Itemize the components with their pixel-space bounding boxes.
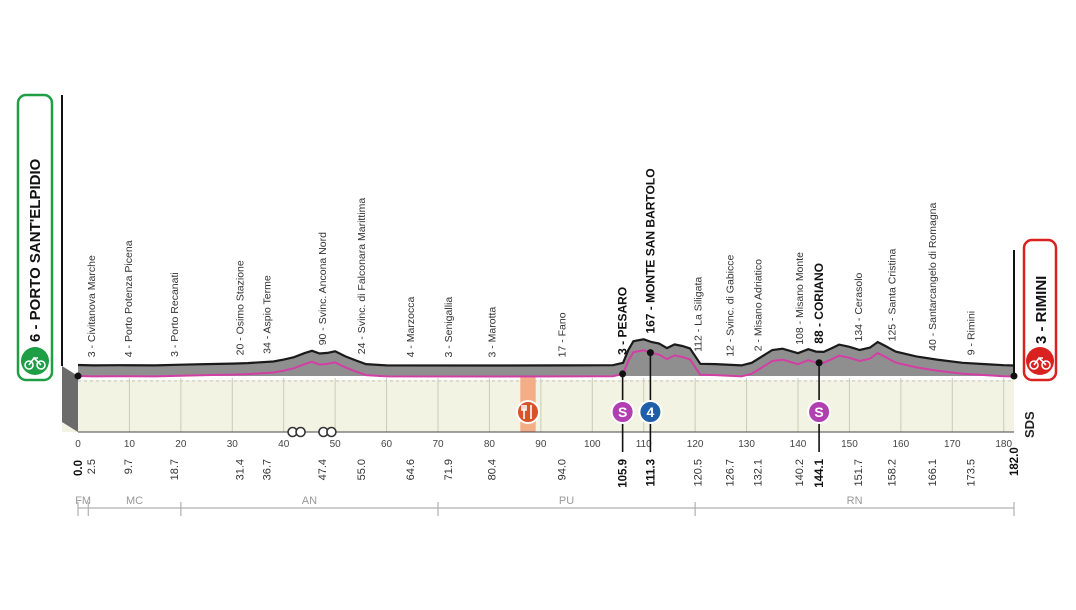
waypoint-label: 125 - Santa Cristina — [887, 248, 899, 341]
waypoint-distance: 18.7 — [169, 459, 181, 480]
waypoint-label: 112 - La Siligata — [693, 277, 705, 352]
finish-dot — [1011, 373, 1018, 380]
km-tick-label: 150 — [841, 439, 858, 450]
marker-point — [619, 370, 626, 377]
km-tick-label: 170 — [944, 439, 961, 450]
waypoint-distance: 36.7 — [262, 459, 274, 480]
waypoint-distance: 144.1 — [814, 458, 826, 487]
waypoint-label: 3 - Senigallia — [443, 297, 455, 358]
km-tick-label: 90 — [535, 439, 547, 450]
waypoint-label: 12 - Svinc. di Gabicce — [725, 255, 737, 357]
waypoint-distance: 173.5 — [965, 459, 977, 487]
waypoint-label: 3 - PESARO — [616, 287, 630, 355]
waypoint-distance: 80.4 — [487, 459, 499, 480]
km-tick-label: 0 — [75, 439, 81, 450]
waypoint-distance: 158.2 — [887, 459, 899, 487]
region-label: AN — [302, 495, 317, 507]
waypoint-label: 167 - MONTE SAN BARTOLO — [643, 168, 657, 333]
km-tick-labels: 0 10 20 30 40 50 60 70 80 90 100 110 120 130 140 150 160… — [75, 439, 1012, 450]
km-tick-label: 140 — [790, 439, 807, 450]
tunnel-icon — [296, 428, 305, 437]
waypoint-label: 2 - Misano Adriatico — [752, 259, 764, 351]
waypoint-label: 108 - Misano Monte — [794, 252, 806, 345]
km-tick-label: 20 — [175, 439, 187, 450]
finish-label: 3 - RIMINI — [1033, 276, 1050, 344]
start-badge: 6 - PORTO SANT'ELPIDIO — [18, 95, 52, 380]
waypoint-distance: 94.0 — [556, 459, 568, 480]
start-label: 6 - PORTO SANT'ELPIDIO — [27, 158, 44, 342]
waypoint-distance: 120.5 — [693, 459, 705, 487]
waypoint-label: 24 - Svinc. di Falconara Marittima — [356, 198, 368, 355]
waypoint-distance: 47.4 — [317, 459, 329, 480]
sprint-marker-glyph: S — [618, 404, 627, 420]
waypoint-distance: 64.6 — [405, 459, 417, 480]
waypoint-labels: 3 - Civitanova Marche 4 - Porto Potenza P… — [86, 168, 977, 357]
waypoint-distance: 105.9 — [618, 459, 630, 488]
waypoint-distance: 151.7 — [853, 459, 865, 487]
waypoint-label: 3 - Marotta — [487, 307, 499, 358]
waypoint-distance: 166.1 — [927, 459, 939, 487]
region-label: MC — [126, 495, 143, 507]
feed-zone-icon — [517, 401, 539, 423]
waypoint-label: 3 - Civitanova Marche — [86, 255, 98, 357]
waypoint-distance: 31.4 — [235, 459, 247, 480]
km-tick-label: 50 — [330, 439, 342, 450]
waypoint-distances: 2.5 9.7 18.7 31.4 36.7 47.4 55.0 64.6 71.9 80.4 94… — [86, 458, 977, 487]
waypoint-distance: 140.2 — [794, 459, 806, 487]
km-tick-label: 120 — [687, 439, 704, 450]
waypoint-label: 88 - CORIANO — [812, 263, 826, 344]
km-tick-label: 70 — [432, 439, 444, 450]
waypoint-label: 40 - Santarcangelo di Romagna — [927, 202, 939, 350]
km-tick-label: 40 — [278, 439, 290, 450]
waypoint-label: 34 - Aspio Terme — [262, 275, 274, 354]
waypoint-label: 3 - Porto Recanati — [169, 272, 181, 357]
km-tick-label: 10 — [124, 439, 136, 450]
marker-point — [647, 349, 654, 356]
brand-logo: SDS — [1022, 411, 1037, 438]
km-tick-label: 100 — [584, 439, 601, 450]
km-tick-label: 80 — [484, 439, 496, 450]
waypoint-label: 90 - Svinc. Ancona Nord — [317, 232, 329, 345]
start-dot — [75, 373, 82, 380]
region-label: RN — [847, 495, 863, 507]
waypoint-label: 4 - Marzocca — [405, 297, 417, 358]
waypoint-label: 17 - Fano — [556, 312, 568, 357]
waypoint-label: 9 - Rimini — [965, 311, 977, 355]
tunnel-icon — [327, 428, 336, 437]
waypoint-distance: 9.7 — [123, 459, 135, 474]
waypoint-label: 134 - Cerasolo — [853, 272, 865, 341]
marker-point — [816, 359, 823, 366]
waypoint-distance: 111.3 — [645, 459, 657, 487]
sprint-marker-glyph: S — [814, 404, 823, 420]
waypoint-label: 4 - Porto Potenza Picena — [123, 240, 135, 357]
waypoint-distance: 126.7 — [725, 459, 737, 487]
waypoint-distance: 55.0 — [356, 459, 368, 480]
waypoint-label: 20 - Osimo Stazione — [235, 260, 247, 355]
km-tick-label: 30 — [227, 439, 239, 450]
region-label: PU — [559, 495, 574, 507]
km-tick-label: 130 — [738, 439, 755, 450]
climb-marker-glyph: 4 — [647, 404, 655, 420]
finish-badge: 3 - RIMINI — [1024, 240, 1056, 380]
finish-km-label: 182.0 — [1009, 447, 1021, 476]
waypoint-distance: 132.1 — [752, 459, 764, 487]
waypoint-distance: 2.5 — [86, 459, 98, 474]
waypoint-distance: 71.9 — [443, 459, 455, 480]
start-km-label: 0.0 — [73, 460, 85, 476]
km-tick-label: 60 — [381, 439, 393, 450]
km-tick-label: 160 — [893, 439, 910, 450]
region-strip: FM MC AN PU RN — [75, 495, 1014, 516]
